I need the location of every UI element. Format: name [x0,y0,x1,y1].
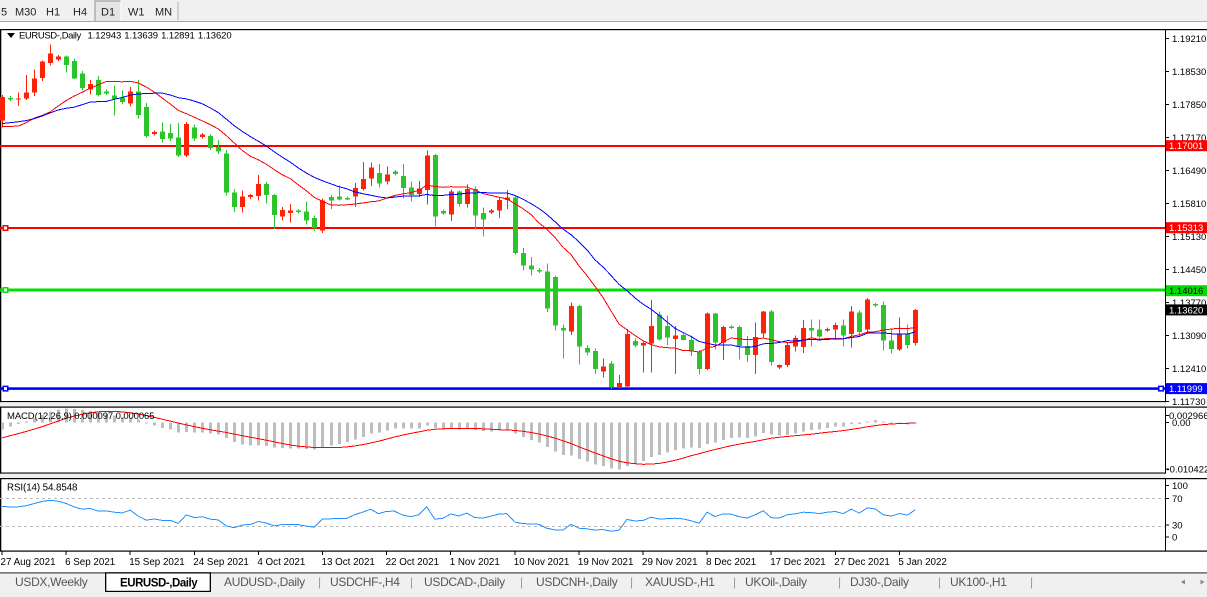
svg-text:|: | [838,575,841,589]
svg-text:6 Sep 2021: 6 Sep 2021 [65,557,115,568]
svg-text:1.15313: 1.15313 [1169,223,1203,234]
svg-text:UK100-,H1: UK100-,H1 [950,575,1007,589]
svg-text:1.13620: 1.13620 [1169,305,1203,316]
svg-text:|: | [1030,575,1033,589]
svg-text:|: | [318,575,321,589]
svg-text:30: 30 [1172,520,1183,531]
svg-text:USDCHF-,H4: USDCHF-,H4 [330,575,400,589]
svg-text:5: 5 [1,7,7,19]
svg-text:70: 70 [1172,494,1183,505]
svg-text:|: | [938,575,941,589]
svg-text:1.17170: 1.17170 [1172,133,1206,144]
svg-text:UKOil-,Daily: UKOil-,Daily [745,575,807,589]
svg-text:|: | [410,575,413,589]
svg-text:1.14016: 1.14016 [1169,286,1203,297]
svg-text:1.11730: 1.11730 [1172,397,1206,408]
svg-text:29 Nov 2021: 29 Nov 2021 [642,557,698,568]
svg-text:EURUSD-,Daily: EURUSD-,Daily [19,31,81,42]
svg-text:RSI(14) 54.8548: RSI(14) 54.8548 [7,483,78,494]
svg-text:DJ30-,Daily: DJ30-,Daily [850,575,909,589]
svg-text:USDCAD-,Daily: USDCAD-,Daily [424,575,505,589]
svg-text:W1: W1 [128,7,145,19]
svg-text:-0.010422: -0.010422 [1167,465,1207,476]
svg-text:10 Nov 2021: 10 Nov 2021 [514,557,570,568]
svg-text:D1: D1 [101,7,115,19]
svg-text:13 Oct 2021: 13 Oct 2021 [322,557,375,568]
svg-text:0.00: 0.00 [1172,418,1191,429]
svg-text:H1: H1 [46,7,60,19]
svg-text:27 Dec 2021: 27 Dec 2021 [834,557,890,568]
svg-text:1.12943: 1.12943 [88,31,122,42]
svg-text:XAUUSD-,H1: XAUUSD-,H1 [645,575,715,589]
svg-text:H4: H4 [73,7,87,19]
svg-text:1.12410: 1.12410 [1172,364,1206,375]
svg-text:0: 0 [1172,533,1177,544]
svg-text:22 Oct 2021: 22 Oct 2021 [386,557,439,568]
svg-text:EURUSD-,Daily: EURUSD-,Daily [120,578,198,590]
svg-text:15 Sep 2021: 15 Sep 2021 [129,557,185,568]
svg-text:4 Oct 2021: 4 Oct 2021 [257,557,305,568]
svg-text:1.15130: 1.15130 [1172,232,1206,243]
svg-text:USDX,Weekly: USDX,Weekly [15,575,88,589]
svg-text:24 Sep 2021: 24 Sep 2021 [193,557,249,568]
svg-text:MACD(12,26,9) 0.000097 0.00006: MACD(12,26,9) 0.000097 0.000065 [7,411,154,422]
svg-text:8 Dec 2021: 8 Dec 2021 [706,557,756,568]
svg-text:0.002966: 0.002966 [1169,411,1207,422]
svg-text:1.13770: 1.13770 [1172,298,1206,309]
svg-text:1.14450: 1.14450 [1172,265,1206,276]
svg-text:1.15810: 1.15810 [1172,199,1206,210]
svg-text:1.18530: 1.18530 [1172,67,1206,78]
svg-text:1.19210: 1.19210 [1172,34,1206,45]
svg-text:19 Nov 2021: 19 Nov 2021 [578,557,634,568]
svg-text:USDCNH-,Daily: USDCNH-,Daily [536,575,618,589]
svg-text:5 Jan 2022: 5 Jan 2022 [898,557,946,568]
svg-text:1.13639: 1.13639 [124,31,158,42]
svg-text:MN: MN [155,7,172,19]
svg-text:1 Nov 2021: 1 Nov 2021 [450,557,500,568]
svg-text:100: 100 [1172,481,1188,492]
svg-text:M30: M30 [15,7,36,19]
svg-text:1.13090: 1.13090 [1172,331,1206,342]
svg-text:|: | [630,575,633,589]
svg-text:|: | [520,575,523,589]
svg-text:AUDUSD-,Daily: AUDUSD-,Daily [224,575,305,589]
svg-text:1.11999: 1.11999 [1169,384,1203,395]
svg-text:1.17850: 1.17850 [1172,100,1206,111]
svg-text:17 Dec 2021: 17 Dec 2021 [770,557,826,568]
svg-text:1.12891: 1.12891 [161,31,195,42]
svg-text:1.17001: 1.17001 [1169,141,1203,152]
svg-text:1.13620: 1.13620 [198,31,232,42]
svg-text:|: | [733,575,736,589]
svg-text:27 Aug 2021: 27 Aug 2021 [1,557,56,568]
svg-text:1.16490: 1.16490 [1172,166,1206,177]
